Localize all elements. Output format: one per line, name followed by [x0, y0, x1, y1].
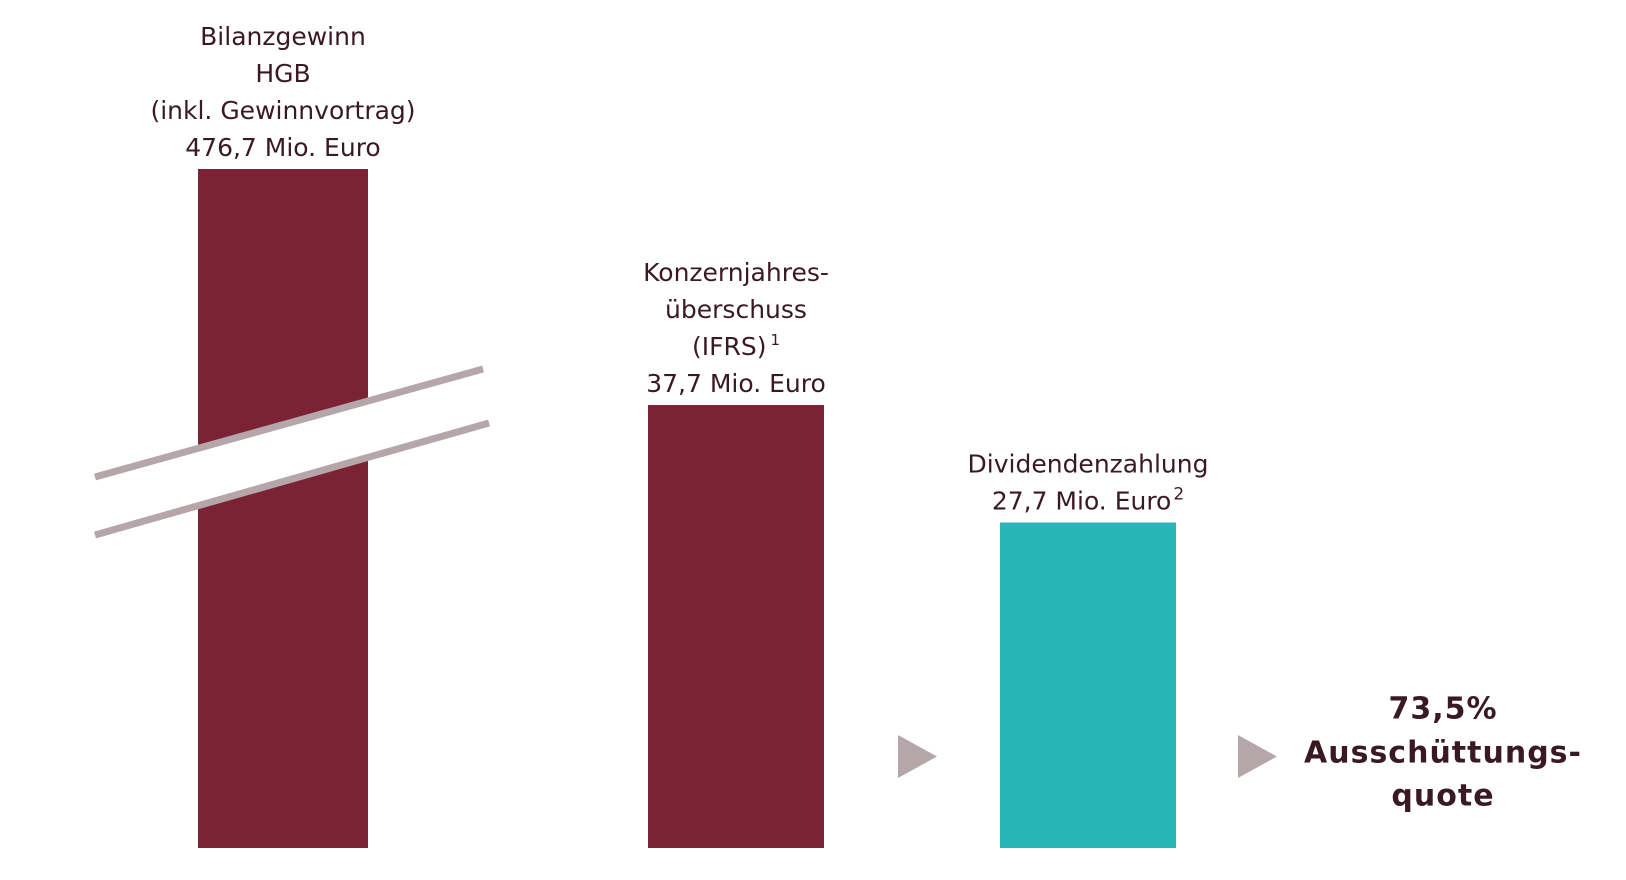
category-label: Dividendenzahlung — [968, 450, 1209, 479]
axis-break-line — [94, 365, 484, 481]
value-text: 37,7 Mio. Euro — [646, 369, 826, 398]
category-line: Dividendenzahlung — [968, 450, 1209, 479]
bar — [198, 169, 368, 848]
category-line: (IFRS) — [692, 332, 767, 361]
category-line: Konzernjahres- — [643, 258, 829, 287]
axis-break-gap — [95, 369, 489, 535]
category-label: (IFRS) 1 — [692, 331, 780, 362]
category-label: HGB — [255, 59, 310, 88]
arrow — [1238, 735, 1277, 778]
category-line: überschuss — [665, 295, 807, 324]
payout-ratio: 73,5% — [1388, 692, 1497, 727]
category-line: (inkl. Gewinnvortrag) — [150, 96, 415, 125]
category-label: Bilanzgewinn — [200, 22, 366, 51]
category-label: Konzernjahres- — [643, 258, 829, 287]
footnote-mark: 2 — [1173, 485, 1184, 505]
value-text: 27,7 Mio. Euro — [992, 487, 1172, 516]
arrow — [898, 735, 937, 778]
bar — [1000, 522, 1176, 848]
value-text: 476,7 Mio. Euro — [185, 133, 380, 162]
payout-text: Ausschüttungs- — [1304, 736, 1582, 771]
value-label: 27,7 Mio. Euro 2 — [992, 485, 1184, 516]
category-line: HGB — [255, 59, 310, 88]
bar — [648, 405, 824, 848]
value-label: 37,7 Mio. Euro — [646, 369, 826, 398]
value-label: 476,7 Mio. Euro — [185, 133, 380, 162]
axis-break-line — [94, 419, 490, 539]
category-label: (inkl. Gewinnvortrag) — [150, 96, 415, 125]
category-label: überschuss — [665, 295, 807, 324]
category-line: Bilanzgewinn — [200, 22, 366, 51]
payout-text: quote — [1391, 779, 1494, 814]
footnote-mark: 1 — [770, 331, 780, 349]
